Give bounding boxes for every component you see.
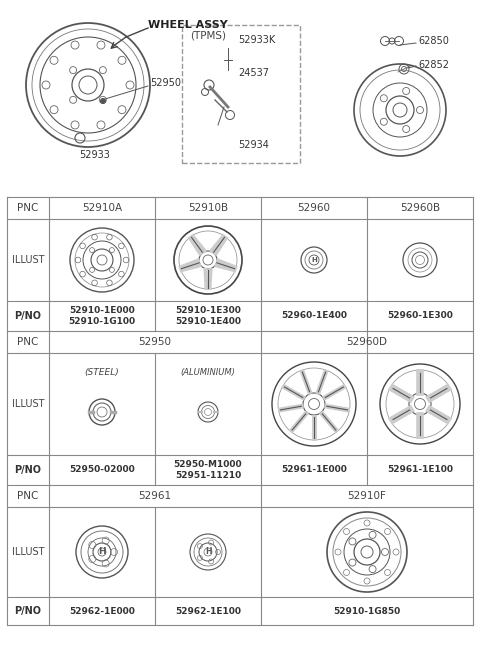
Text: 52961: 52961: [138, 491, 171, 501]
Text: 52910B: 52910B: [188, 203, 228, 213]
Text: P/NO: P/NO: [14, 606, 41, 616]
Text: PNC: PNC: [17, 337, 39, 347]
Text: H: H: [311, 257, 317, 263]
Text: H: H: [98, 548, 106, 557]
Text: 52962-1E100: 52962-1E100: [175, 607, 241, 616]
Text: P/NO: P/NO: [14, 465, 41, 475]
Circle shape: [100, 98, 106, 103]
Text: 52961-1E000: 52961-1E000: [281, 466, 347, 474]
Text: ILLUST: ILLUST: [12, 255, 44, 265]
Text: 52950: 52950: [150, 78, 181, 88]
Text: 52960-1E300: 52960-1E300: [387, 312, 453, 320]
Text: P/NO: P/NO: [14, 311, 41, 321]
Text: 52960B: 52960B: [400, 203, 440, 213]
Text: 52910-1E300
52910-1E400: 52910-1E300 52910-1E400: [175, 307, 241, 326]
Text: (STEEL): (STEEL): [84, 367, 120, 377]
Text: 52950: 52950: [139, 337, 171, 347]
Text: 52910F: 52910F: [348, 491, 386, 501]
Text: 52910-1G850: 52910-1G850: [334, 607, 401, 616]
Bar: [182, 25, 300, 163]
Text: (TPMS): (TPMS): [190, 30, 226, 40]
Text: ILLUST: ILLUST: [12, 547, 44, 557]
Text: 52934: 52934: [238, 140, 269, 150]
Text: 52950-M1000
52951-11210: 52950-M1000 52951-11210: [174, 460, 242, 479]
Text: 52910-1E000
52910-1G100: 52910-1E000 52910-1G100: [69, 307, 135, 326]
Text: 52950-02000: 52950-02000: [69, 466, 135, 474]
Text: 62850: 62850: [418, 36, 449, 46]
Text: 52933K: 52933K: [238, 35, 275, 45]
Text: 52910A: 52910A: [82, 203, 122, 213]
Text: 52960: 52960: [298, 203, 331, 213]
Text: (ALUMINIUM): (ALUMINIUM): [180, 367, 235, 377]
Text: PNC: PNC: [17, 203, 39, 213]
Text: ILLUST: ILLUST: [12, 399, 44, 409]
Text: 52960D: 52960D: [347, 337, 387, 347]
Text: H: H: [205, 548, 211, 557]
Text: 52962-1E000: 52962-1E000: [69, 607, 135, 616]
Text: 24537: 24537: [238, 68, 269, 78]
Text: WHEEL ASSY: WHEEL ASSY: [148, 20, 228, 30]
Text: PNC: PNC: [17, 491, 39, 501]
Text: 52960-1E400: 52960-1E400: [281, 312, 347, 320]
Text: 52961-1E100: 52961-1E100: [387, 466, 453, 474]
Text: 52933: 52933: [80, 150, 110, 160]
Text: 62852: 62852: [418, 60, 449, 70]
